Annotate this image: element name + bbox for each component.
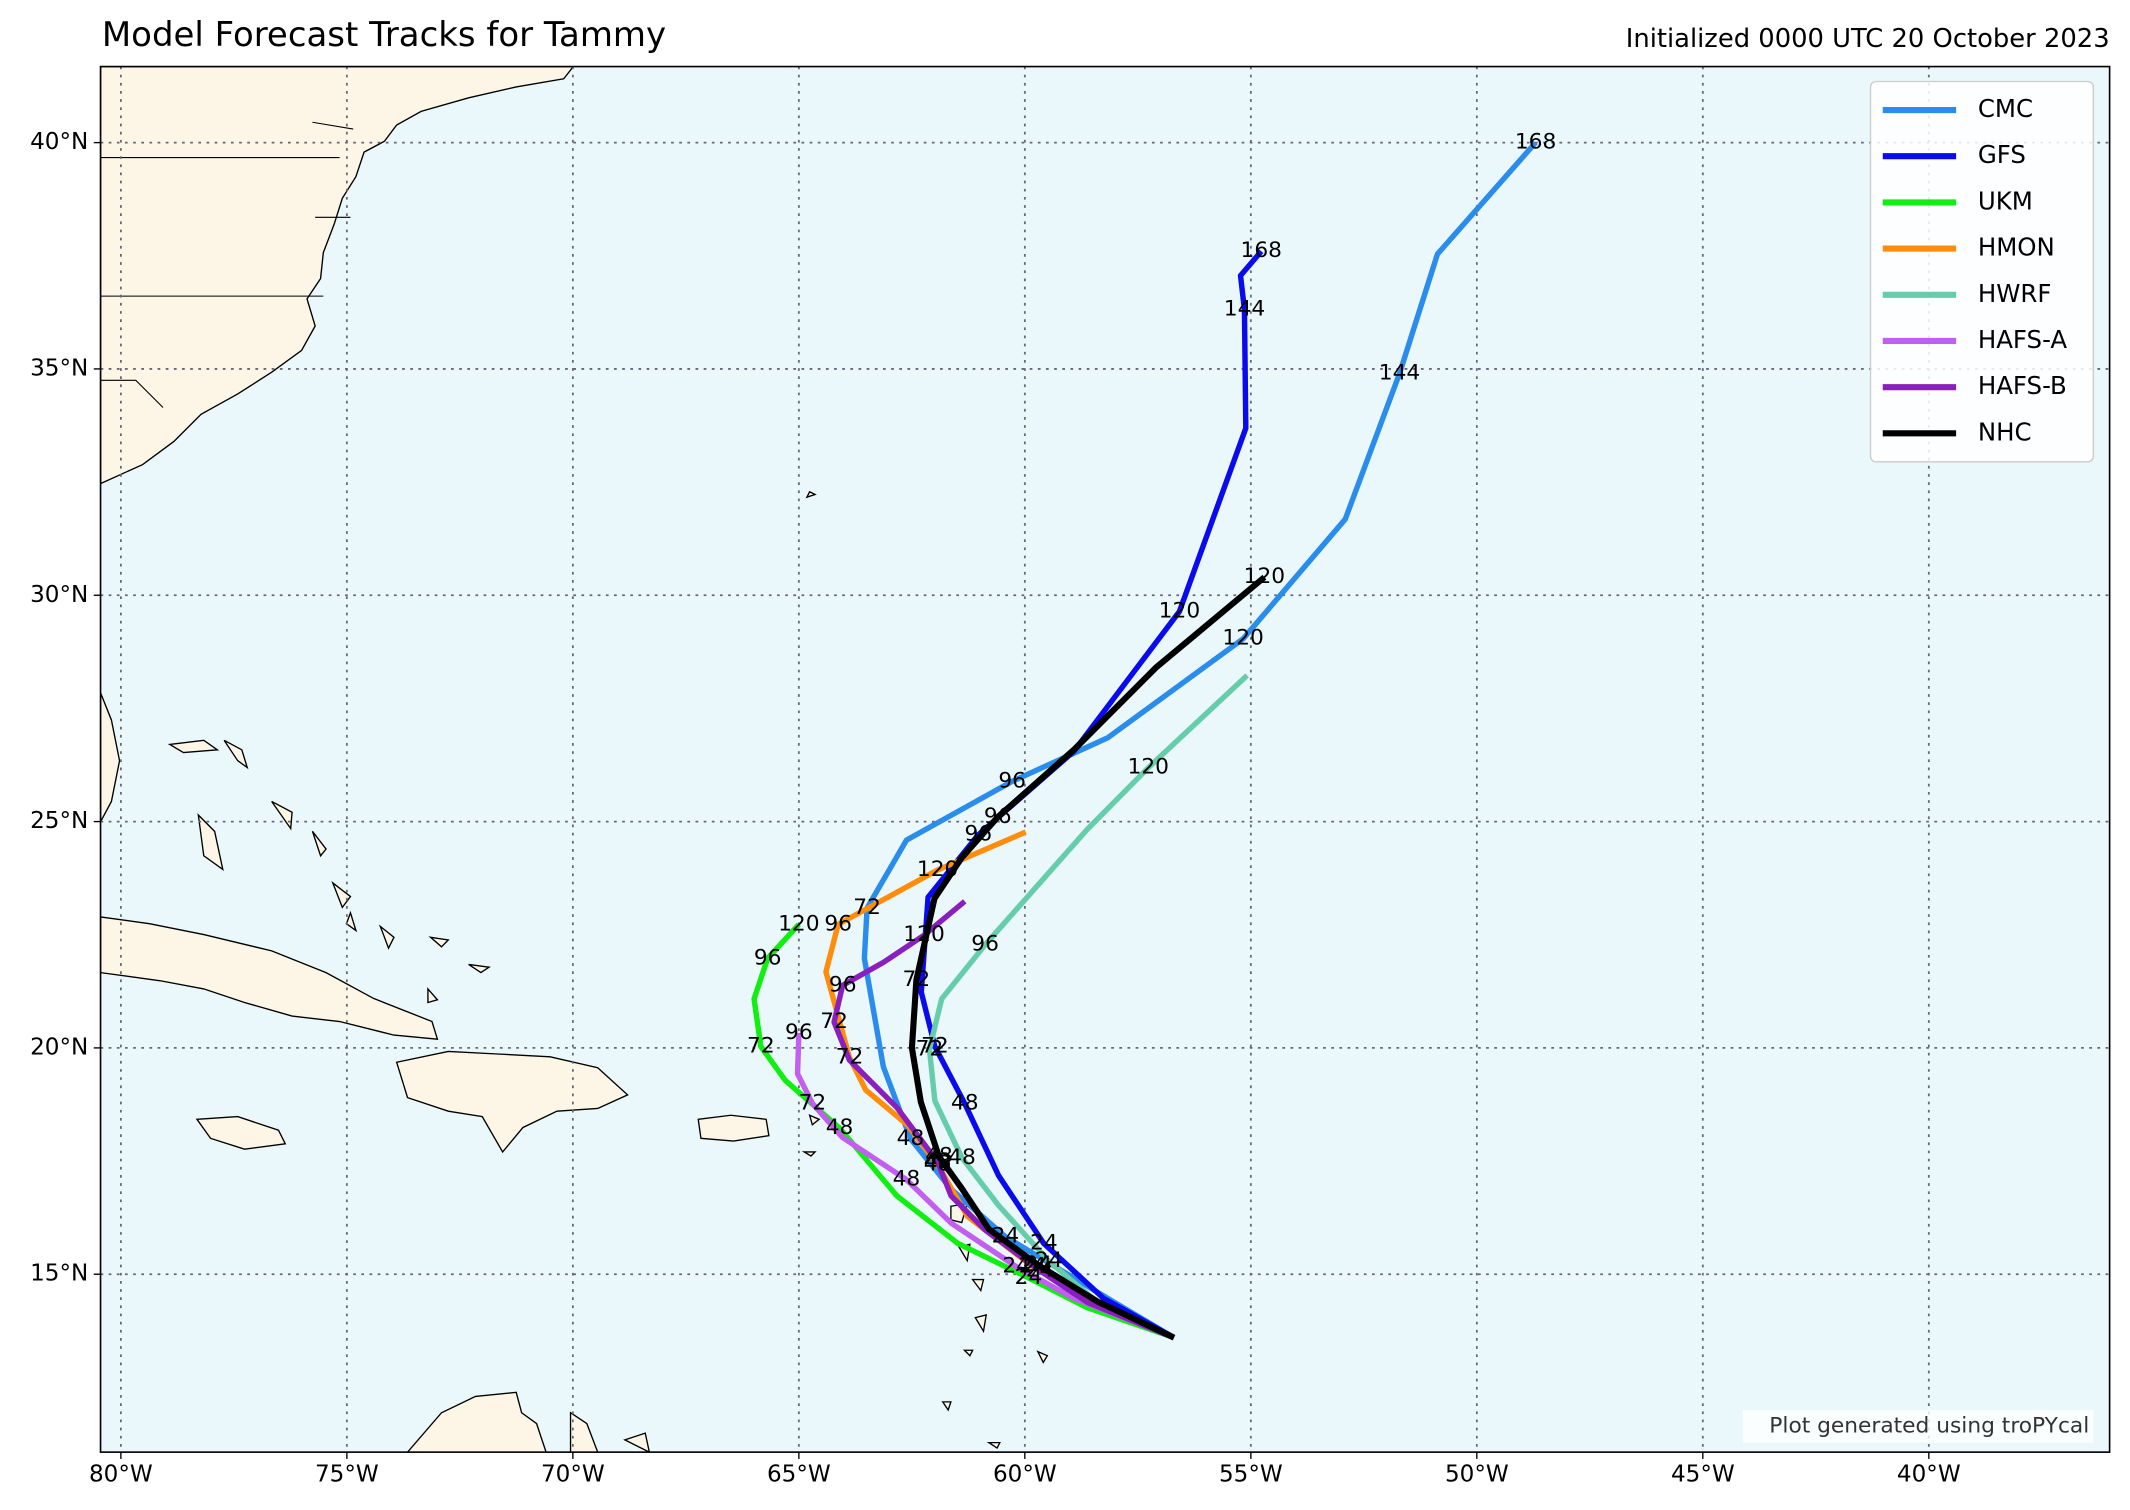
hour-label: 72 <box>853 895 881 920</box>
hour-label: 24 <box>1015 1265 1043 1290</box>
hour-label: 144 <box>1379 360 1420 385</box>
hour-label: 96 <box>964 822 992 847</box>
hour-label: 120 <box>1244 564 1285 589</box>
hour-label: 72 <box>820 1009 848 1034</box>
hour-label: 48 <box>925 1144 953 1169</box>
hour-label: 24 <box>1035 1248 1063 1273</box>
hour-label: 48 <box>893 1167 921 1192</box>
bahamas <box>167 739 491 1004</box>
legend-label: HWRF <box>1978 279 2052 308</box>
x-tick-label: 80°W <box>89 1462 153 1488</box>
x-tick-label: 50°W <box>1445 1462 1509 1488</box>
hour-label: 72 <box>916 1036 944 1061</box>
hour-label: 96 <box>824 911 852 936</box>
jamaica <box>195 1115 287 1150</box>
hour-label: 48 <box>924 1149 952 1174</box>
x-tick-label: 75°W <box>315 1462 379 1488</box>
hour-label: 24 <box>1026 1258 1054 1283</box>
hour-label: 24 <box>1019 1254 1047 1279</box>
hour-label: 168 <box>1240 238 1281 263</box>
legend-label: NHC <box>1978 417 2032 446</box>
florida <box>100 692 121 823</box>
x-tick-label: 55°W <box>1219 1462 1283 1488</box>
legend-box <box>1869 80 2094 463</box>
hour-label: 48 <box>897 1126 925 1151</box>
legend-label: HAFS-A <box>1978 325 2068 354</box>
hour-label: 72 <box>903 967 931 992</box>
south-america <box>100 1391 651 1453</box>
footnote: Plot generated using troPYcal <box>1769 1413 2089 1438</box>
hispaniola <box>395 1050 629 1154</box>
legend-label: UKM <box>1978 186 2033 215</box>
hour-label: 72 <box>799 1091 827 1116</box>
tracks-layer: 2448729612014416824487296120144168244872… <box>747 130 1556 1341</box>
track-line <box>918 249 1264 1340</box>
hour-label: 72 <box>836 1044 864 1069</box>
state-lines <box>100 121 354 408</box>
hour-label: 144 <box>1224 297 1265 322</box>
grid-layer: 80°W 75°W 70°W 65°W 60°W 55°W 50°W 45°W 40°W 15°N… <box>30 66 2110 1488</box>
hour-label: 120 <box>1128 755 1169 780</box>
x-tick-label: 45°W <box>1671 1462 1735 1488</box>
hour-label: 120 <box>1159 599 1200 624</box>
hour-label: 168 <box>1515 130 1556 155</box>
hour-label: 120 <box>1222 626 1263 651</box>
puerto-rico <box>697 1114 770 1142</box>
legend-label: HAFS-B <box>1978 371 2067 400</box>
y-tick-label: 15°N <box>30 1261 88 1287</box>
hour-label: 48 <box>826 1115 854 1140</box>
hour-label: 96 <box>984 804 1012 829</box>
hour-label: 120 <box>917 857 958 882</box>
y-tick-label: 20°N <box>30 1034 88 1060</box>
north-america <box>100 66 575 485</box>
hour-label: 24 <box>1030 1230 1058 1255</box>
track-line <box>794 1032 1175 1341</box>
plot-frame <box>99 65 2111 1453</box>
hour-label: 96 <box>829 972 857 997</box>
chart-subtitle: Initialized 0000 UTC 20 October 2023 <box>1626 24 2110 54</box>
cuba <box>100 916 439 1040</box>
legend-label: CMC <box>1978 94 2033 123</box>
x-tick-label: 40°W <box>1897 1462 1961 1488</box>
x-tick-label: 65°W <box>767 1462 831 1488</box>
track-line <box>831 899 1175 1341</box>
ocean <box>100 66 2110 1453</box>
x-tick-label: 70°W <box>541 1462 605 1488</box>
x-tick-label: 60°W <box>993 1462 1057 1488</box>
hour-label: 24 <box>1002 1254 1030 1279</box>
hour-label: 72 <box>747 1034 775 1059</box>
hour-label: 24 <box>992 1224 1020 1249</box>
hour-label: 96 <box>998 768 1026 793</box>
y-tick-label: 35°N <box>30 355 88 381</box>
hour-label: 48 <box>948 1145 976 1170</box>
track-line <box>908 574 1267 1341</box>
track-line <box>751 922 1175 1341</box>
hour-label: 72 <box>921 1034 949 1059</box>
hour-label: 24 <box>1025 1252 1053 1277</box>
footnote-box <box>1742 1410 2094 1443</box>
legend-label: HMON <box>1978 233 2055 262</box>
land-layer <box>100 66 1049 1453</box>
track-line <box>926 673 1250 1341</box>
y-tick-label: 25°N <box>30 808 88 834</box>
legend-label: GFS <box>1978 140 2026 169</box>
hour-label: 96 <box>754 945 782 970</box>
y-tick-label: 40°N <box>30 129 88 155</box>
hour-label: 48 <box>924 1152 952 1177</box>
hour-label: 96 <box>971 932 999 957</box>
lesser-antilles <box>801 490 1049 1450</box>
chart-title: Model Forecast Tracks for Tammy <box>102 15 666 55</box>
y-tick-label: 30°N <box>30 582 88 608</box>
hour-label: 120 <box>778 911 819 936</box>
hour-label: 48 <box>951 1091 979 1116</box>
hour-label: 96 <box>785 1020 813 1045</box>
hour-label: 120 <box>903 922 944 947</box>
legend: CMC GFS UKM HMON HWRF HAFS-A HAFS-B NHC <box>1869 80 2094 463</box>
